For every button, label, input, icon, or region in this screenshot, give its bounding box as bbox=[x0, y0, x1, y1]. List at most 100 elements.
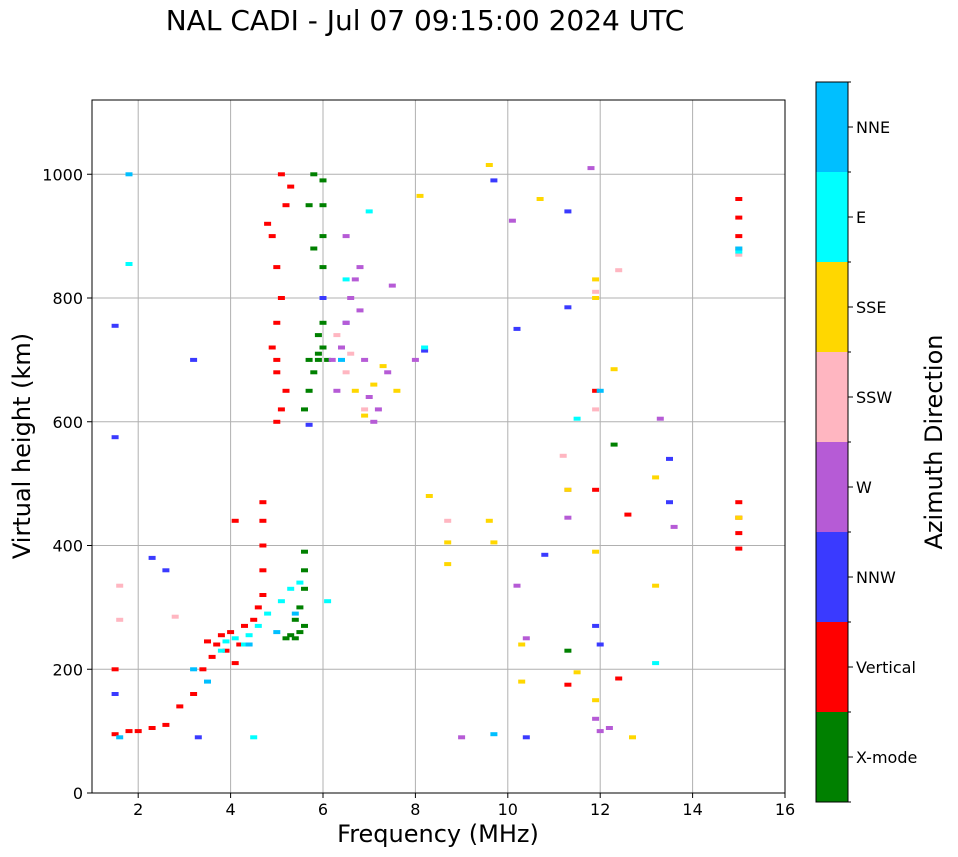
y-tick-label: 200 bbox=[52, 660, 83, 679]
data-point-x-mode bbox=[310, 172, 318, 177]
colorbar-segment bbox=[816, 712, 848, 802]
data-point-x-mode bbox=[314, 357, 322, 362]
data-point-w bbox=[374, 407, 382, 412]
data-point-nnw bbox=[592, 623, 600, 628]
data-point-vertical bbox=[735, 546, 743, 551]
data-point-vertical bbox=[241, 623, 248, 628]
data-point-vertical bbox=[227, 630, 235, 635]
data-point-vertical bbox=[735, 234, 743, 239]
data-point-sse bbox=[610, 367, 618, 372]
colorbar-segment bbox=[816, 532, 848, 622]
colorbar-category-label: SSW bbox=[856, 388, 892, 407]
data-point-w bbox=[328, 357, 336, 362]
data-point-vertical bbox=[268, 234, 276, 239]
data-point-e bbox=[342, 277, 350, 282]
x-tick-label: 8 bbox=[410, 800, 420, 819]
data-point-x-mode bbox=[301, 549, 308, 554]
data-point-w bbox=[356, 308, 364, 313]
data-point-nnw bbox=[111, 692, 119, 696]
data-point-x-mode bbox=[564, 648, 572, 653]
data-point-w bbox=[388, 283, 396, 288]
data-point-w bbox=[370, 419, 378, 424]
data-point-x-mode bbox=[301, 623, 308, 628]
data-point-nne bbox=[291, 611, 299, 616]
data-point-vertical bbox=[592, 487, 600, 492]
colorbar-category-label: NNE bbox=[856, 118, 890, 137]
data-point-w bbox=[592, 716, 600, 721]
data-point-w bbox=[356, 265, 364, 270]
data-point-vertical bbox=[236, 642, 244, 647]
data-point-nne bbox=[116, 735, 124, 740]
y-tick-label: 0 bbox=[73, 784, 83, 803]
x-axis-label: Frequency (MHz) bbox=[337, 820, 539, 848]
y-axis-ticks: 0 200 400 600 800 1000 bbox=[42, 165, 92, 803]
data-point-x-mode bbox=[319, 178, 327, 183]
data-point-ssw bbox=[592, 407, 600, 412]
data-point-sse bbox=[379, 364, 387, 369]
data-point-sse bbox=[518, 679, 526, 684]
data-point-w bbox=[365, 395, 373, 399]
x-tick-label: 16 bbox=[775, 800, 795, 819]
data-point-sse bbox=[425, 494, 433, 498]
data-point-e bbox=[573, 416, 581, 421]
data-point-sse bbox=[518, 642, 526, 647]
data-point-ssw bbox=[116, 583, 124, 588]
y-tick-label: 800 bbox=[52, 289, 83, 308]
data-point-nnw bbox=[564, 305, 572, 310]
data-point-e bbox=[250, 735, 258, 740]
data-point-sse bbox=[351, 388, 359, 393]
data-point-vertical bbox=[125, 729, 133, 734]
colorbar-segment bbox=[816, 352, 848, 442]
x-tick-label: 14 bbox=[682, 800, 702, 819]
data-point-vertical bbox=[264, 221, 272, 226]
data-point-vertical bbox=[259, 518, 267, 523]
data-point-vertical bbox=[592, 388, 600, 393]
data-point-ssw bbox=[347, 351, 355, 356]
colorbar-segment bbox=[816, 442, 848, 532]
data-point-ssw bbox=[615, 268, 623, 273]
data-point-vertical bbox=[273, 265, 281, 270]
data-point-nne bbox=[338, 357, 345, 362]
data-point-vertical bbox=[259, 568, 267, 573]
data-point-w bbox=[361, 357, 369, 362]
data-point-x-mode bbox=[296, 605, 304, 610]
data-point-x-mode bbox=[291, 636, 299, 641]
colorbar-category-label: Vertical bbox=[856, 658, 916, 677]
data-point-nnw bbox=[666, 456, 673, 461]
data-point-nnw bbox=[541, 552, 549, 557]
data-point-w bbox=[342, 320, 350, 325]
data-point-e bbox=[652, 661, 660, 666]
data-point-vertical bbox=[273, 357, 281, 362]
data-point-nnw bbox=[190, 357, 198, 362]
data-point-ssw bbox=[444, 518, 452, 523]
data-point-e bbox=[222, 639, 230, 644]
data-point-x-mode bbox=[301, 586, 308, 591]
data-point-sse bbox=[485, 518, 493, 523]
data-point-e bbox=[421, 345, 429, 350]
data-point-w bbox=[351, 277, 359, 282]
x-tick-label: 6 bbox=[318, 800, 328, 819]
colorbar-category-label: W bbox=[856, 478, 872, 497]
data-point-vertical bbox=[735, 215, 743, 220]
data-point-vertical bbox=[273, 419, 281, 424]
x-tick-label: 4 bbox=[226, 800, 236, 819]
data-point-ssw bbox=[559, 453, 567, 458]
data-point-vertical bbox=[615, 676, 623, 681]
data-point-x-mode bbox=[319, 265, 327, 270]
data-point-vertical bbox=[250, 617, 258, 622]
data-point-ssw bbox=[361, 407, 369, 412]
data-point-w bbox=[605, 726, 613, 730]
data-point-vertical bbox=[222, 648, 230, 653]
data-point-sse bbox=[485, 163, 493, 167]
data-point-vertical bbox=[208, 654, 216, 659]
data-point-w bbox=[384, 370, 392, 375]
data-point-x-mode bbox=[282, 636, 290, 641]
data-point-nnw bbox=[490, 178, 498, 183]
data-point-w bbox=[670, 524, 678, 529]
colorbar-segment bbox=[816, 262, 848, 352]
data-point-vertical bbox=[162, 722, 170, 727]
data-point-w bbox=[522, 636, 530, 641]
data-point-nnw bbox=[194, 735, 202, 740]
colorbar: X-mode Vertical NNW W SSW SSE E NNE bbox=[815, 81, 917, 803]
data-point-vertical bbox=[624, 512, 632, 517]
